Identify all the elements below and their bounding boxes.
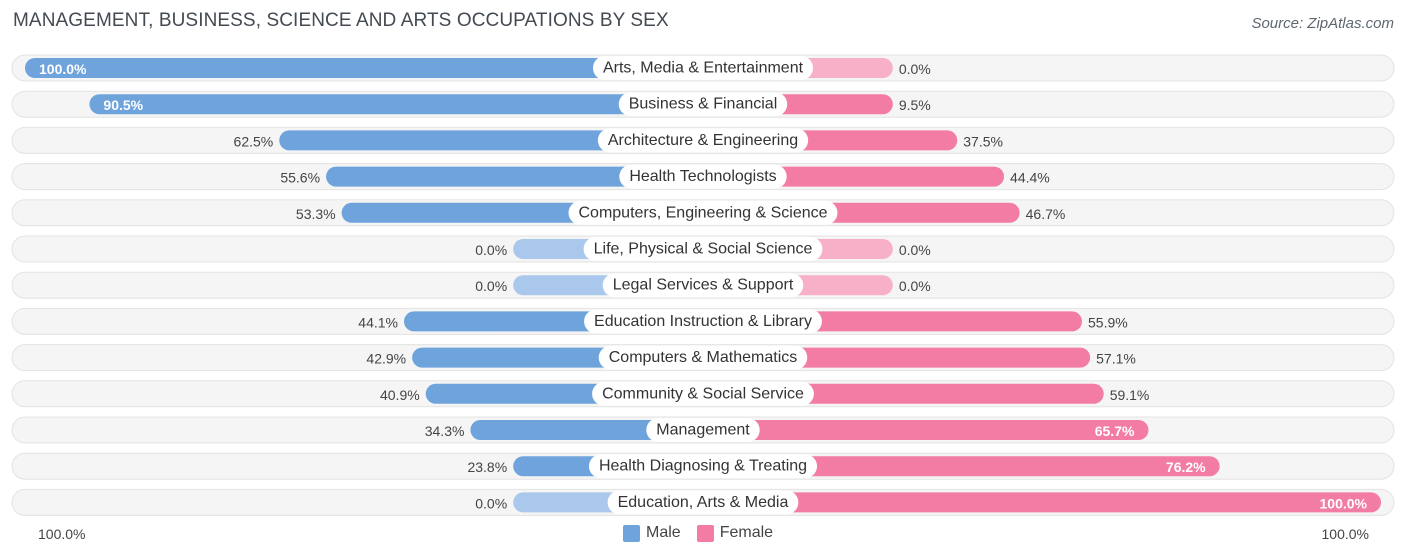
female-value-label: 59.1% [1110,387,1150,403]
male-bar [89,94,703,115]
chart-canvas: Arts, Media & Entertainment 100.0% 0.0% Bus… [11,54,1395,516]
category-label-pill [619,164,787,189]
category-label: Education Instruction & Library [594,313,812,330]
female-value-label: 55.9% [1088,314,1128,330]
male-bar [25,58,703,78]
female-value-label: 44.4% [1010,170,1050,186]
category-label-pill [568,200,838,225]
male-value-label: 55.6% [280,170,320,186]
male-value-label: 44.1% [358,314,398,330]
category-label-pill [592,381,814,406]
female-value-label: 0.0% [899,242,931,258]
female-bar [703,492,1381,513]
female-value-label: 0.0% [899,61,931,77]
category-label-pill [583,237,823,261]
category-label: Arts, Media & Entertainment [603,60,804,77]
legend-swatch-female [696,524,714,542]
female-bar [703,456,1220,477]
male-value-label: 42.9% [366,351,406,367]
male-value-label: 62.5% [234,133,274,149]
legend-item-male: Male [623,524,681,542]
legend-label-female: Female [719,524,774,541]
male-value-label: 0.0% [475,278,507,294]
male-value-label: 100.0% [39,61,87,77]
category-label-pill [607,490,799,515]
category-label: Health Technologists [629,168,776,185]
male-value-label: 34.3% [425,423,465,439]
chart-title: MANAGEMENT, BUSINESS, SCIENCE AND ARTS O… [13,10,669,31]
female-value-label: 57.1% [1096,351,1136,367]
category-label-pill [592,56,814,80]
axis-left-label: 100.0% [38,526,86,542]
female-value-label: 37.5% [963,133,1003,149]
legend: Male Female [623,524,789,542]
male-value-label: 40.9% [380,387,420,403]
legend-item-female: Female [696,524,774,542]
female-value-label: 0.0% [899,278,931,294]
category-label-pill [597,128,809,153]
category-label: Legal Services & Support [613,277,794,294]
category-label: Life, Physical & Social Science [594,241,813,258]
male-bar [279,130,703,151]
category-label: Management [656,422,750,439]
male-bar [326,166,703,187]
female-value-label: 65.7% [1095,423,1135,439]
category-label: Computers, Engineering & Science [578,204,827,221]
male-value-label: 53.3% [296,206,336,222]
category-label: Education, Arts & Media [618,494,789,511]
axis-right-label: 100.0% [1321,526,1369,542]
category-label-pill [584,309,822,334]
male-value-label: 90.5% [103,97,143,113]
male-value-label: 0.0% [475,495,507,511]
female-bar [703,420,1149,440]
category-label: Health Diagnosing & Treating [599,458,807,475]
female-value-label: 46.7% [1026,206,1066,222]
category-label-pill [618,92,788,117]
female-value-label: 100.0% [1320,495,1368,511]
category-label: Business & Financial [629,96,778,113]
female-value-label: 9.5% [899,97,931,113]
category-label: Community & Social Service [602,385,804,402]
male-value-label: 0.0% [475,242,507,258]
category-label-pill [602,273,804,298]
legend-label-male: Male [646,524,681,541]
source-credit: Source: ZipAtlas.com [1251,15,1394,32]
category-label: Architecture & Engineering [608,132,798,149]
category-label-pill [598,345,808,370]
female-value-label: 76.2% [1166,459,1206,475]
category-label-pill [588,454,818,479]
legend-swatch-male [623,524,640,542]
male-bar [470,420,703,440]
category-label-pill [646,418,760,442]
male-value-label: 23.8% [467,459,507,475]
category-label: Computers & Mathematics [609,349,798,366]
